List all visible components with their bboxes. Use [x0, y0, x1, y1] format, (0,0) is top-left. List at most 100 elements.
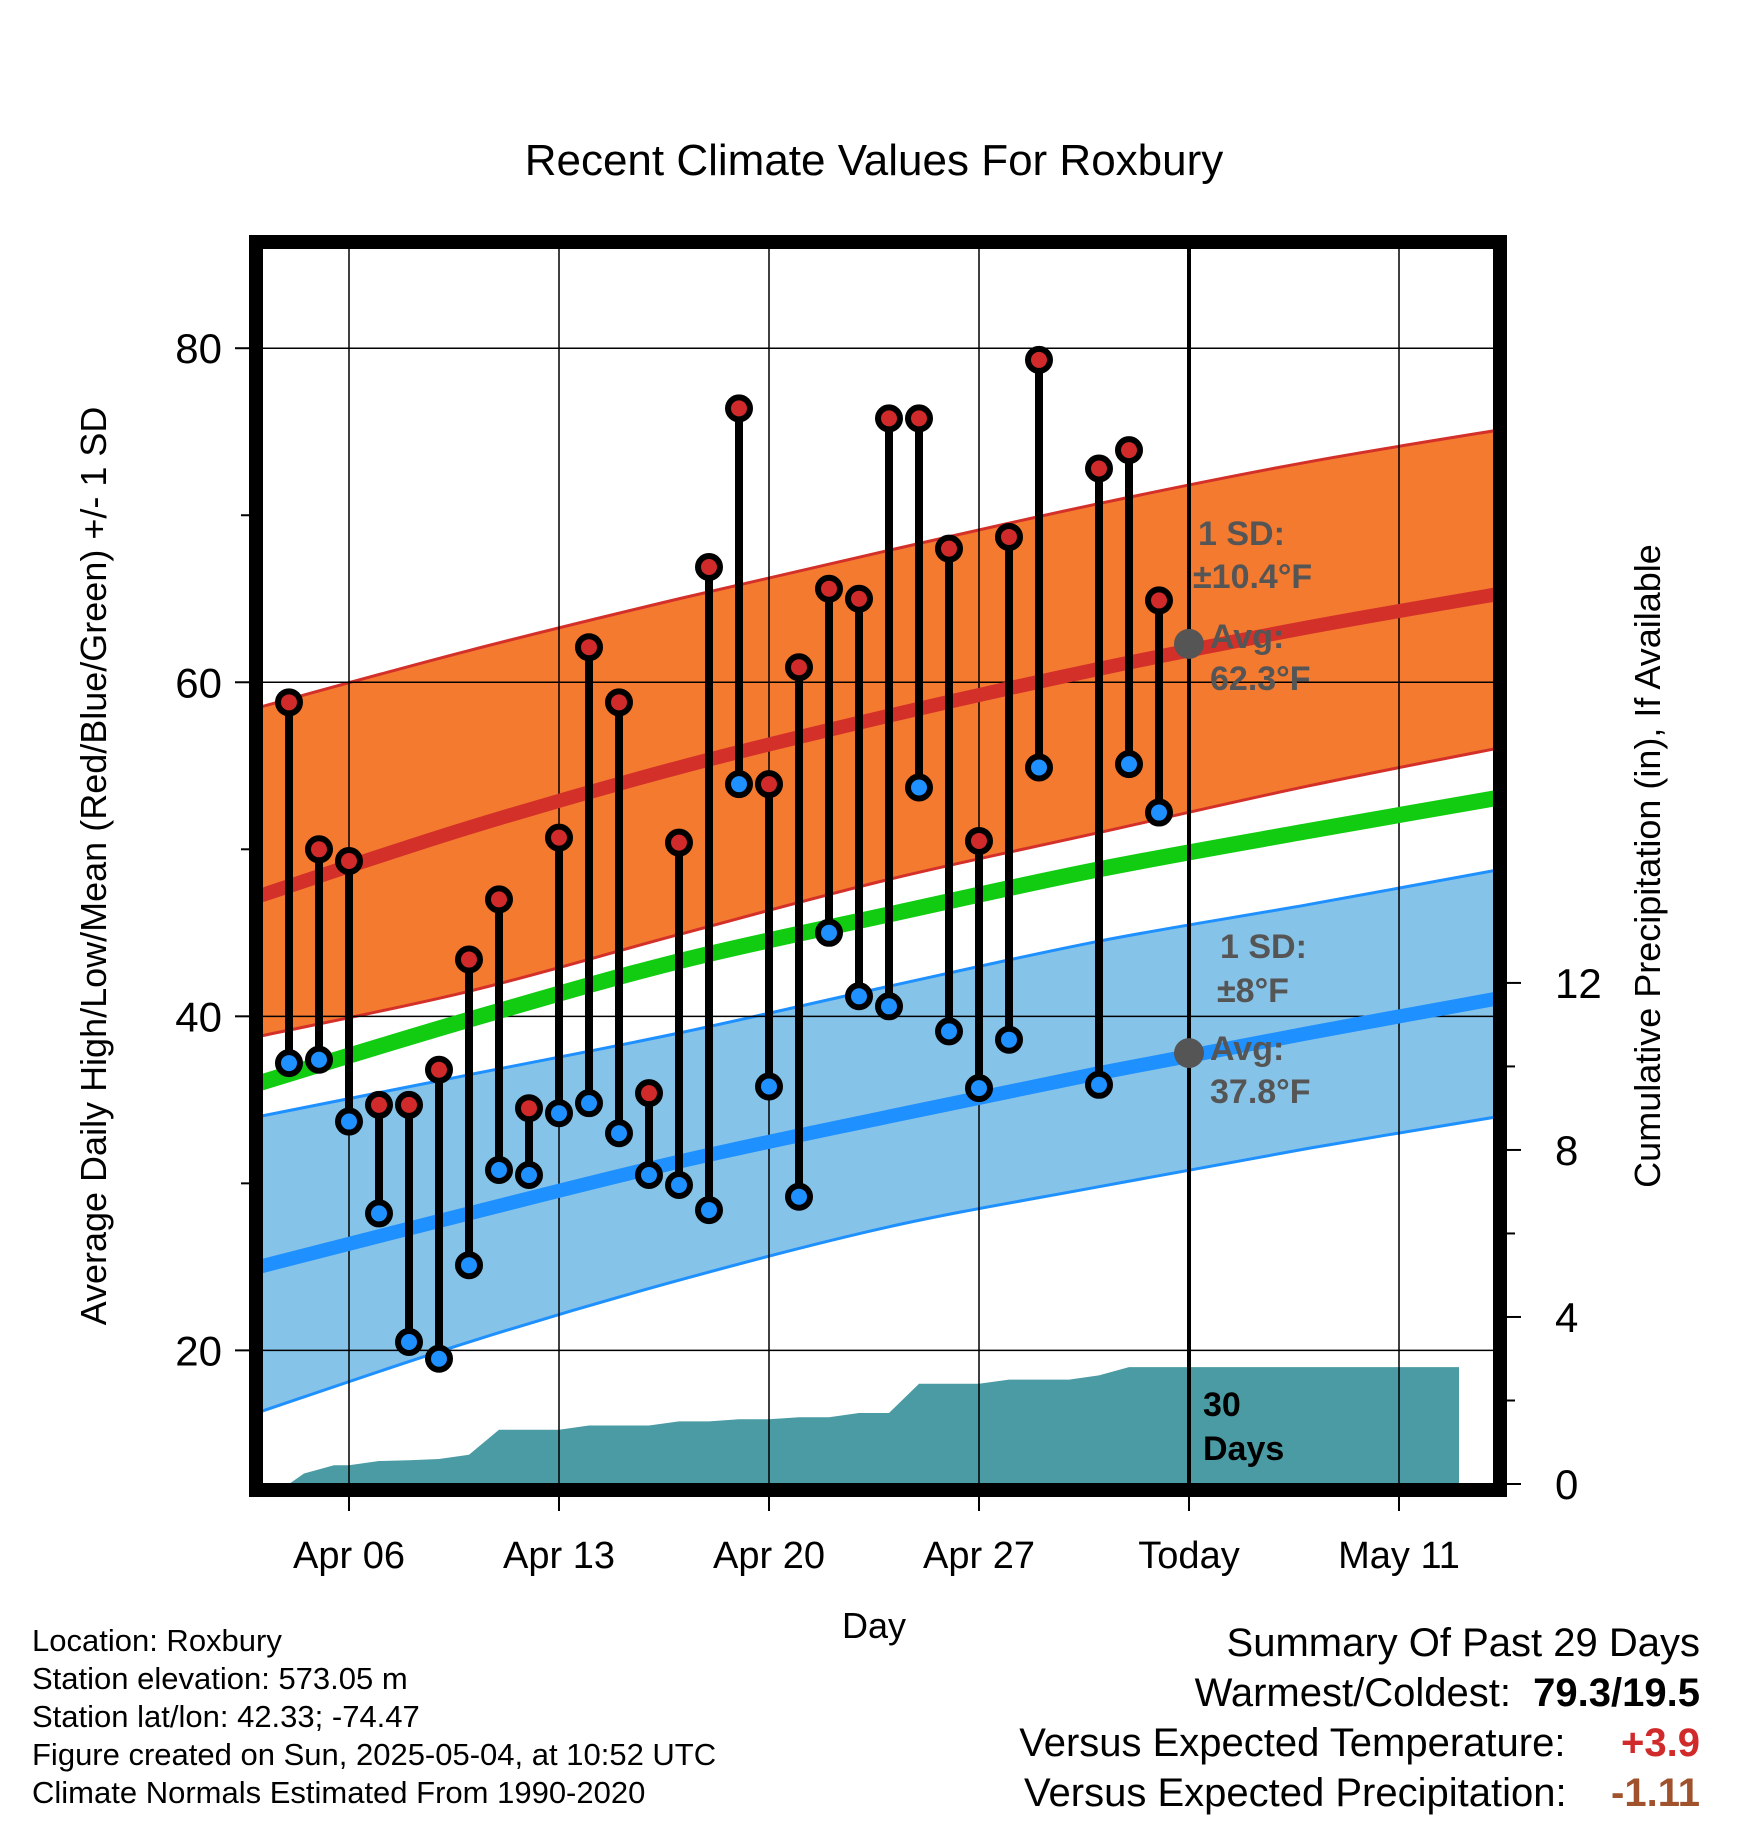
precip-anomaly-value: -1.11	[1611, 1771, 1700, 1815]
daily-high-point	[695, 553, 723, 582]
y-tick-label: 80	[175, 325, 222, 372]
high-sd-label: 1 SD:	[1198, 515, 1285, 553]
daily-low-point	[635, 1161, 663, 1189]
y2-axis-label: Cumulative Precipitation (in), If Availa…	[1627, 544, 1668, 1188]
daily-high-point	[875, 404, 903, 433]
daily-high-point	[1025, 345, 1053, 374]
daily-low-point	[335, 1107, 363, 1136]
daily-high-point	[575, 633, 603, 662]
y-tick-label: 60	[175, 659, 222, 706]
climate-normals-period: Climate Normals Estimated From 1990-2020	[32, 1775, 646, 1810]
daily-high-point	[305, 835, 333, 864]
cumulative-precipitation-area	[262, 1367, 1459, 1484]
chart-title: Recent Climate Values For Roxbury	[525, 136, 1224, 185]
daily-low-point	[695, 1196, 723, 1225]
precip-anomaly-label: Versus Expected Precipitation:	[1024, 1771, 1567, 1815]
daily-low-point	[395, 1328, 423, 1357]
x-tick-label: Apr 20	[713, 1535, 825, 1577]
temp-anomaly-value: +3.9	[1621, 1721, 1700, 1765]
daily-high-point	[1085, 454, 1113, 483]
y2-tick-label: 12	[1555, 960, 1602, 1007]
x-tick-label: Apr 13	[503, 1535, 615, 1577]
low-avg-value: 37.8°F	[1210, 1073, 1311, 1111]
daily-high-point	[815, 574, 843, 603]
x-axis-label: Day	[842, 1605, 906, 1646]
high-sd-band	[262, 430, 1494, 1036]
daily-low-point	[575, 1089, 603, 1118]
daily-low-point	[845, 982, 873, 1011]
daily-low-point	[275, 1049, 303, 1078]
station-location: Location: Roxbury	[32, 1623, 282, 1658]
summary-title: Summary Of Past 29 Days	[1226, 1621, 1700, 1665]
daily-high-point	[635, 1079, 663, 1108]
daily-high-point	[455, 945, 483, 974]
station-elevation: Station elevation: 573.05 m	[32, 1661, 408, 1696]
daily-low-point	[545, 1099, 573, 1128]
y-axis-label: Average Daily High/Low/Mean (Red/Blue/Gr…	[73, 407, 114, 1326]
daily-low-point	[365, 1199, 393, 1228]
daily-low-point	[785, 1182, 813, 1211]
daily-high-point	[665, 828, 693, 857]
daily-high-point	[545, 823, 573, 852]
y2-tick-label: 8	[1555, 1127, 1578, 1174]
temp-anomaly-label: Versus Expected Temperature:	[1019, 1721, 1566, 1765]
high-avg-label: Avg:	[1210, 618, 1284, 656]
y-tick-label: 20	[175, 1327, 222, 1374]
x-tick-label: Apr 27	[923, 1535, 1035, 1577]
daily-low-point	[815, 918, 843, 947]
daily-low-point	[305, 1045, 333, 1074]
daily-high-point	[935, 534, 963, 563]
y2-tick-label: 4	[1555, 1294, 1578, 1341]
low-sd-band	[262, 870, 1494, 1412]
daily-high-point	[605, 688, 633, 717]
daily-low-point	[905, 773, 933, 802]
warm-cold-value: 79.3/19.5	[1533, 1671, 1700, 1715]
y2-tick-label: 0	[1555, 1461, 1578, 1508]
low-sd-lower-line	[262, 1115, 1494, 1413]
days-word: Days	[1203, 1430, 1284, 1468]
daily-low-point	[935, 1017, 963, 1046]
daily-high-point	[485, 885, 513, 914]
daily-high-point	[425, 1055, 453, 1084]
station-info: Location: Roxbury Station elevation: 573…	[32, 1622, 716, 1812]
daily-high-point	[965, 826, 993, 855]
station-latlon: Station lat/lon: 42.33; -74.47	[32, 1699, 420, 1734]
daily-high-point	[785, 653, 813, 682]
summary-panel: Summary Of Past 29 Days Warmest/Coldest:…	[1019, 1618, 1700, 1818]
high-average-today-marker	[1174, 628, 1204, 659]
daily-high-point	[905, 404, 933, 433]
daily-low-point	[1145, 798, 1173, 827]
daily-low-point	[875, 992, 903, 1021]
daily-low-point	[1025, 753, 1053, 782]
daily-high-point	[995, 522, 1023, 551]
daily-high-point	[845, 584, 873, 613]
low-average-today-marker	[1174, 1038, 1204, 1069]
daily-low-point	[485, 1155, 513, 1184]
daily-low-point	[665, 1171, 693, 1200]
y-tick-label: 40	[175, 993, 222, 1040]
high-sd-value: ±10.4°F	[1193, 558, 1312, 596]
daily-low-point	[455, 1251, 483, 1280]
daily-low-point	[515, 1161, 543, 1189]
daily-high-point	[515, 1094, 543, 1123]
summary-precip-row: Versus Expected Precipitation: -1.11	[1019, 1768, 1700, 1818]
low-avg-label: Avg:	[1210, 1030, 1284, 1068]
daily-high-point	[1115, 436, 1143, 465]
daily-low-point	[1115, 750, 1143, 779]
high-avg-value: 62.3°F	[1210, 660, 1311, 698]
daily-low-point	[965, 1074, 993, 1103]
daily-low-point	[755, 1072, 783, 1101]
figure-created: Figure created on Sun, 2025-05-04, at 10…	[32, 1737, 717, 1772]
low-sd-label: 1 SD:	[1220, 928, 1307, 966]
daily-low-point	[1085, 1070, 1113, 1099]
daily-low-point	[425, 1344, 453, 1373]
daily-high-point	[275, 688, 303, 717]
daily-high-point	[335, 846, 363, 875]
low-sd-value: ±8°F	[1217, 972, 1289, 1010]
daily-low-point	[995, 1025, 1023, 1054]
daily-low-point	[605, 1119, 633, 1148]
summary-temp-row: Versus Expected Temperature: +3.9	[1019, 1718, 1700, 1768]
warm-cold-label: Warmest/Coldest:	[1194, 1671, 1511, 1715]
x-tick-label: Today	[1138, 1535, 1239, 1577]
